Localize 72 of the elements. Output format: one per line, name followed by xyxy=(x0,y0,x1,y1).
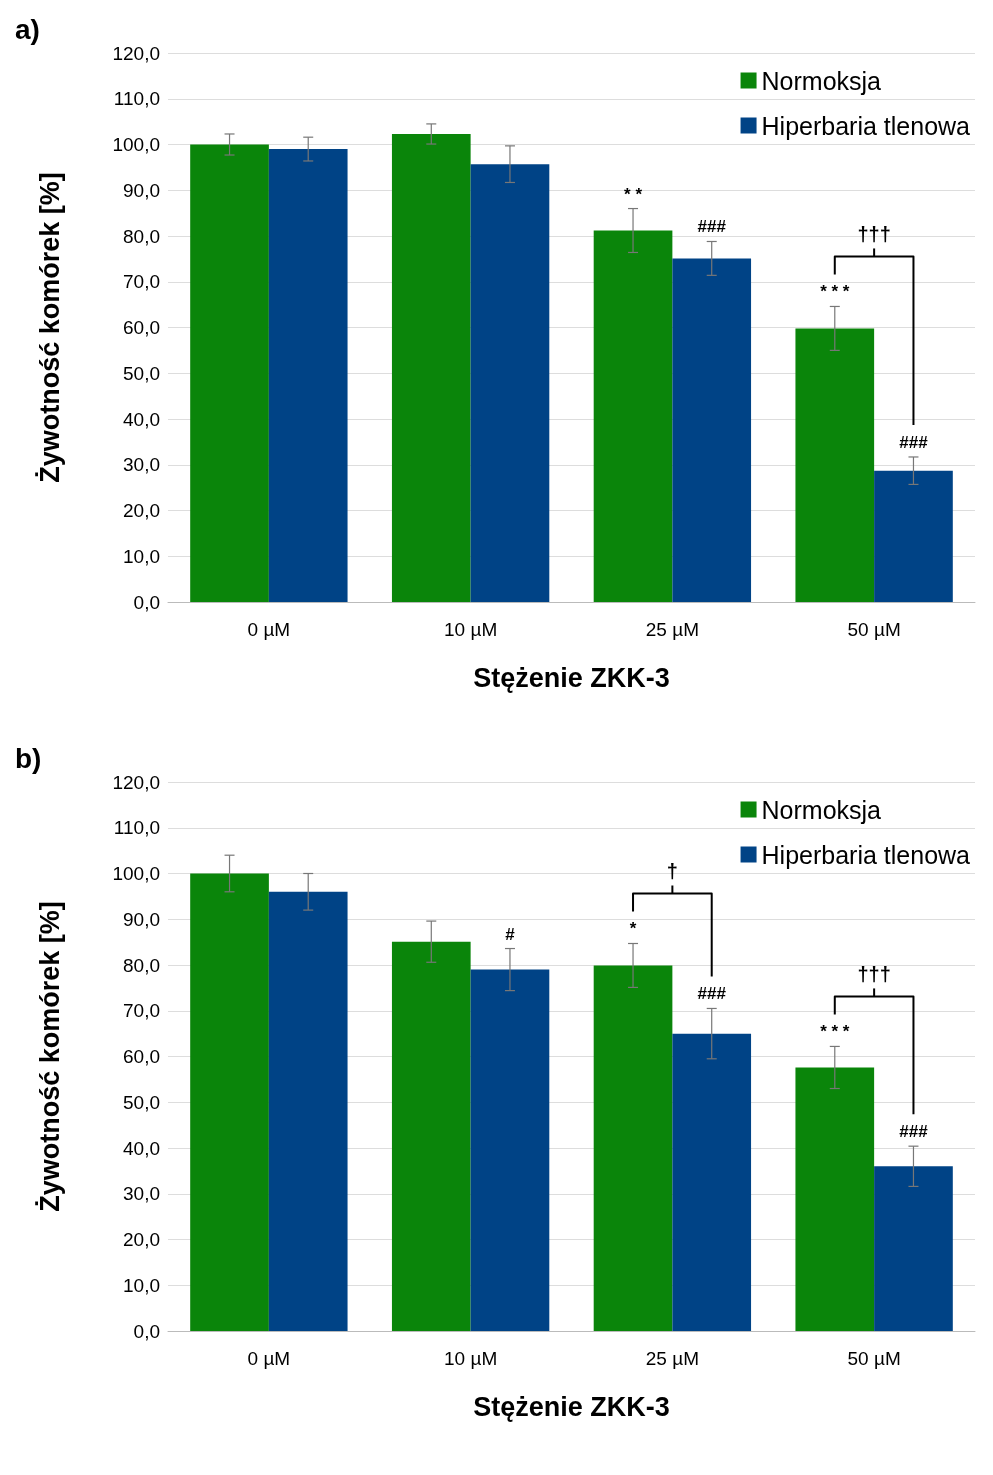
x-tick-label: 50 µM xyxy=(847,1348,901,1369)
x-axis-title: Stężenie ZKK-3 xyxy=(473,1391,670,1422)
legend-label: Hiperbaria tlenowa xyxy=(761,111,971,140)
y-tick-label: 120,0 xyxy=(112,771,160,793)
x-tick-label: 10 µM xyxy=(444,619,498,640)
x-axis-title: Stężenie ZKK-3 xyxy=(473,662,670,693)
y-tick-label: 50,0 xyxy=(123,362,160,384)
bar xyxy=(470,164,550,602)
y-axis-title: Żywotność komórek [%] xyxy=(34,172,65,483)
bar xyxy=(874,470,953,602)
y-tick-label: 90,0 xyxy=(123,908,160,930)
annotation: † xyxy=(666,860,678,883)
bar xyxy=(190,873,269,1331)
y-tick-label: 40,0 xyxy=(123,1137,160,1159)
bar xyxy=(268,891,348,1331)
legend-label: Hiperbaria tlenowa xyxy=(761,840,971,869)
y-tick-label: 80,0 xyxy=(123,954,160,976)
x-tick-label: 50 µM xyxy=(847,619,901,640)
y-tick-label: 0,0 xyxy=(133,1320,160,1342)
bar xyxy=(268,149,348,602)
data-label: * * xyxy=(624,184,643,204)
bar xyxy=(672,258,752,602)
data-label: * * * xyxy=(820,282,850,302)
y-tick-label: 120,0 xyxy=(112,42,160,64)
bar xyxy=(593,230,673,602)
chart-title: a) xyxy=(15,13,40,45)
bar xyxy=(795,328,875,602)
annotation: ††† xyxy=(857,223,891,246)
bar xyxy=(874,1166,953,1331)
data-label: ### xyxy=(899,1122,929,1142)
bar xyxy=(391,133,471,602)
annotation: ††† xyxy=(857,963,891,986)
y-tick-label: 60,0 xyxy=(123,317,160,338)
x-tick-label: 25 µM xyxy=(645,619,699,640)
y-tick-label: 20,0 xyxy=(123,1229,160,1250)
bar xyxy=(470,969,550,1331)
data-label: * xyxy=(629,919,637,939)
legend-label: Normoksja xyxy=(761,66,882,95)
y-tick-label: 90,0 xyxy=(123,179,160,201)
y-tick-label: 0,0 xyxy=(133,591,160,613)
data-label: # xyxy=(505,924,516,944)
y-tick-label: 30,0 xyxy=(123,1183,160,1205)
bar xyxy=(391,941,471,1331)
legend-label: Normoksja xyxy=(761,795,882,824)
y-tick-label: 30,0 xyxy=(123,454,160,476)
y-tick-label: 10,0 xyxy=(123,545,160,567)
y-tick-label: 110,0 xyxy=(113,88,160,110)
x-tick-label: 25 µM xyxy=(645,1348,699,1369)
bar xyxy=(190,144,269,602)
chart-title: b) xyxy=(15,742,42,774)
data-label: ### xyxy=(899,432,929,452)
y-axis-title: Żywotność komórek [%] xyxy=(34,901,65,1212)
x-tick-label: 0 µM xyxy=(247,1348,291,1369)
y-tick-label: 40,0 xyxy=(123,408,160,430)
y-tick-label: 70,0 xyxy=(123,271,160,293)
y-tick-label: 100,0 xyxy=(112,863,160,884)
bar xyxy=(795,1067,875,1331)
data-label: ### xyxy=(697,984,727,1004)
y-tick-label: 80,0 xyxy=(123,225,160,247)
data-label: ### xyxy=(697,217,727,237)
y-tick-label: 20,0 xyxy=(123,500,160,521)
x-tick-label: 0 µM xyxy=(247,619,291,640)
bar xyxy=(593,965,673,1331)
x-tick-label: 10 µM xyxy=(444,1348,498,1369)
bar xyxy=(672,1033,752,1331)
y-tick-label: 60,0 xyxy=(123,1046,160,1067)
y-tick-label: 110,0 xyxy=(113,817,160,839)
y-tick-label: 70,0 xyxy=(123,1000,160,1022)
y-tick-label: 10,0 xyxy=(123,1274,160,1296)
y-tick-label: 50,0 xyxy=(123,1091,160,1113)
y-tick-label: 100,0 xyxy=(112,134,160,155)
data-label: * * * xyxy=(820,1022,850,1042)
